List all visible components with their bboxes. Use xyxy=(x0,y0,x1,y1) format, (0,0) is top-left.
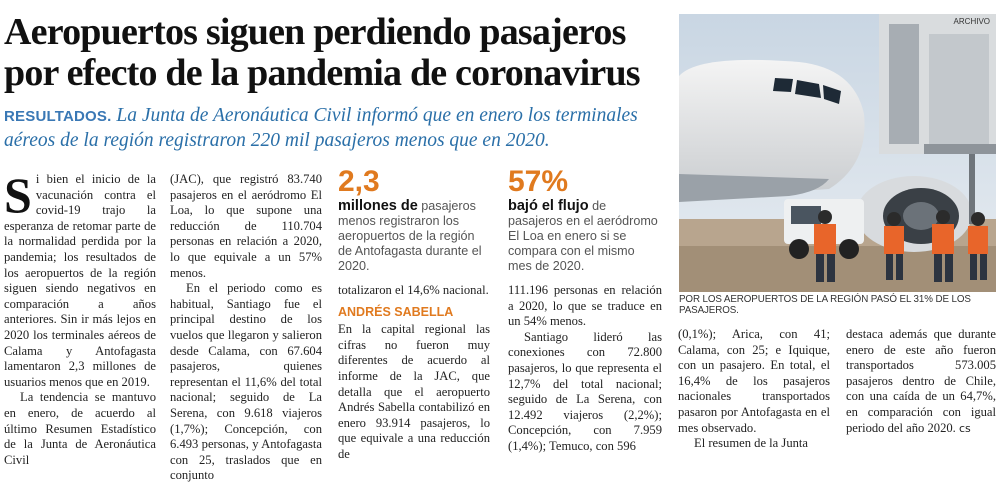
column-5: (0,1%); Arica, con 41; Calama, con 25; e… xyxy=(678,327,830,452)
fact-number-percent: 57% xyxy=(508,165,569,198)
end-mark-icon: cs xyxy=(958,421,971,435)
column-6: destaca además que durante enero de este… xyxy=(846,327,996,436)
lead-tag: RESULTADOS. xyxy=(4,108,112,125)
photo-caption: POR LOS AEROPUERTOS DE LA REGIÓN PASÓ EL… xyxy=(679,294,971,316)
col1-paragraph-2: La tendencia se mantuvo en enero, de acu… xyxy=(4,390,156,467)
col4-paragraph-2: Santiago lideró las conexiones con 72.80… xyxy=(508,329,662,453)
fact-body-millions: pasajeros menos registraron los aeropuer… xyxy=(338,199,482,273)
photo-credit: ARCHIVO xyxy=(953,17,990,26)
fact-number-millions: 2,3 xyxy=(338,165,380,198)
fact-text-percent: bajó el flujo de pasajeros en el aeródro… xyxy=(508,199,660,274)
col2-paragraph-2: En el periodo como es habitual, Santiago… xyxy=(170,281,322,483)
fact-bold-percent: bajó el flujo xyxy=(508,198,589,214)
col1-paragraph-1: i bien el inicio de la vacunación contra… xyxy=(4,172,156,389)
col5-paragraph-1: (0,1%); Arica, con 41; Calama, con 25; e… xyxy=(678,327,830,435)
lead-paragraph: RESULTADOS. La Junta de Aeronáutica Civi… xyxy=(4,104,670,153)
fact-text-millions: millones de pasajeros menos registraron … xyxy=(338,199,490,274)
column-2: (JAC), que registró 83.740 pasajeros en … xyxy=(170,172,322,484)
col5-paragraph-2: El resumen de la Junta xyxy=(694,436,809,451)
headline: Aeropuertos siguen perdiendo pasajeros p… xyxy=(4,11,641,94)
column-4: 111.196 personas en relación a 2020, lo … xyxy=(508,283,662,455)
airplane-with-ground-crew-image xyxy=(679,14,996,292)
col4-paragraph-1: 111.196 personas en relación a 2020, lo … xyxy=(508,283,662,329)
column-3: totalizaron el 14,6% nacional. ANDRÉS SA… xyxy=(338,283,490,463)
fact-box-percent: 57% bajó el flujo de pasajeros en el aer… xyxy=(508,165,660,274)
col6-paragraph-1: destaca además que durante enero de este… xyxy=(846,327,996,436)
fact-bold-millions: millones de xyxy=(338,198,418,214)
col6-text: destaca además que durante enero de este… xyxy=(846,327,996,435)
lead-text: La Junta de Aeronáutica Civil informó qu… xyxy=(4,105,638,151)
col3-paragraph-1: totalizaron el 14,6% nacional. xyxy=(338,283,489,297)
worker-figures xyxy=(814,210,988,282)
subhead-andres-sabella: ANDRÉS SABELLA xyxy=(338,304,454,319)
fact-box-millions: 2,3 millones de pasajeros menos registra… xyxy=(338,165,490,274)
airport-photo: ARCHIVO xyxy=(679,14,996,292)
fact-body-percent: de pasajeros en el aeródromo El Loa en e… xyxy=(508,199,658,273)
col3-paragraph-2: En la capital regional las cifras no fue… xyxy=(338,322,490,461)
drop-cap: S xyxy=(4,167,32,223)
column-1: S i bien el inicio de la vacunación cont… xyxy=(4,167,156,468)
col2-paragraph-1: (JAC), que registró 83.740 pasajeros en … xyxy=(170,172,322,280)
